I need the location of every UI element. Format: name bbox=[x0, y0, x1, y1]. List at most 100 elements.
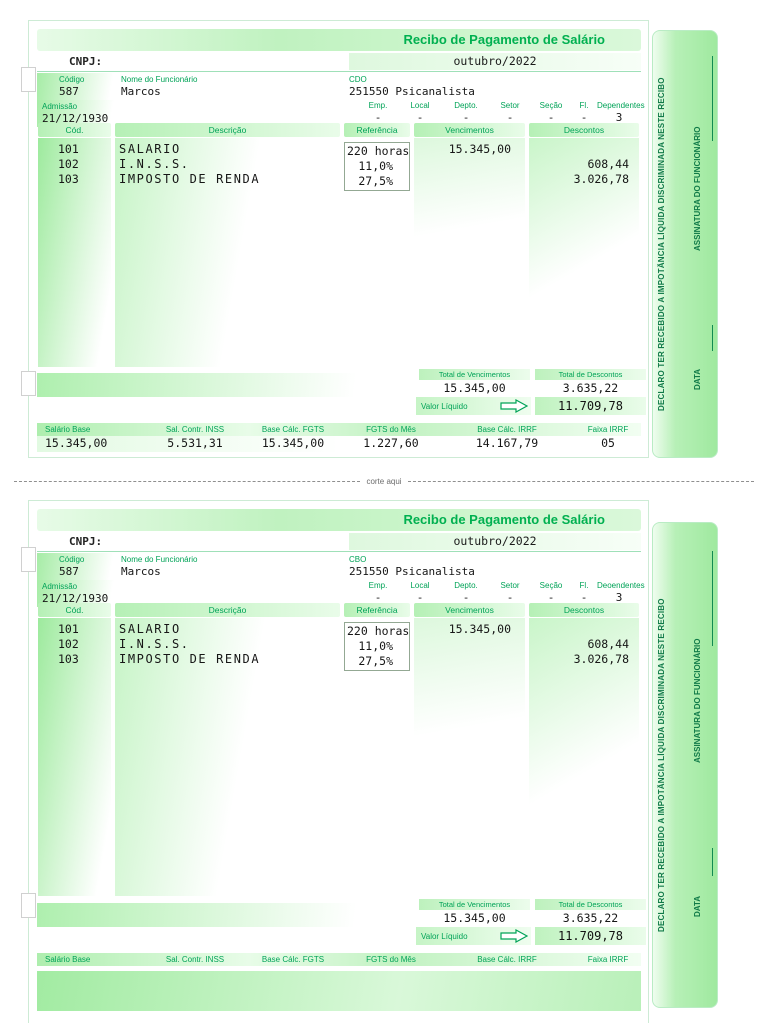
org-col-label: Dependentes bbox=[597, 101, 645, 110]
base-label: Base Cálc. IRRF bbox=[477, 425, 537, 434]
org-col-label: Emp. bbox=[368, 101, 388, 110]
column-vencimentos: 15.345,00 bbox=[414, 618, 525, 896]
total-descontos-box: Total de Descontos 3.635,22 bbox=[535, 899, 646, 925]
org-col-value: - bbox=[547, 111, 555, 124]
column-cod: 101 102 103 bbox=[38, 618, 111, 896]
bases-labels-row: Salário Base Sal. Contr. INSS Base Cálc.… bbox=[37, 953, 641, 966]
base-label: FGTS do Mês bbox=[366, 955, 416, 964]
column-referencia: 220 horas 11,0% 27,5% bbox=[344, 618, 410, 896]
cut-line: corte aqui bbox=[14, 477, 755, 486]
item-desconto: 608,44 bbox=[587, 157, 629, 171]
cbo-value: 251550 Psicanalista bbox=[349, 85, 475, 98]
org-col-value: - bbox=[462, 591, 470, 604]
total-vencimentos-label: Total de Vencimentos bbox=[419, 899, 530, 910]
org-col: Seção - bbox=[531, 581, 571, 607]
bases-footer: Salário Base Sal. Contr. INSS Base Cálc.… bbox=[37, 423, 641, 452]
col-header-referencia: Referência bbox=[344, 603, 410, 617]
item-cod: 103 bbox=[58, 172, 79, 186]
period-value: outubro/2022 bbox=[349, 53, 641, 70]
item-cod: 102 bbox=[58, 157, 79, 171]
bases-labels-row: Salário Base Sal. Contr. INSS Base Cálc.… bbox=[37, 423, 641, 436]
base-label: Base Cálc. FGTS bbox=[261, 955, 325, 964]
signature-line bbox=[712, 551, 713, 646]
receipt-title: Recibo de Pagamento de Salário bbox=[403, 32, 605, 47]
col-header-referencia: Referência bbox=[344, 123, 410, 137]
item-referencia: 11,0% bbox=[358, 159, 393, 173]
nome-cell: Nome do Funcionário Marcos bbox=[121, 555, 197, 578]
org-col: Setor - bbox=[489, 581, 531, 607]
items-table-header: Cód. Descrição Referência Vencimentos De… bbox=[38, 123, 641, 137]
item-desconto: 3.026,78 bbox=[573, 652, 629, 666]
org-col-value: - bbox=[580, 591, 588, 604]
admissao-value: 21/12/1930 bbox=[42, 112, 109, 125]
items-table-body: 101 102 103 SALARIO I.N.S.S. IMPOSTO DE … bbox=[38, 138, 641, 367]
base-value: 1.227,60 bbox=[363, 436, 419, 450]
cbo-label: CBO bbox=[349, 555, 367, 564]
total-descontos-value: 3.635,22 bbox=[562, 911, 619, 925]
item-vencimento: 15.345,00 bbox=[448, 622, 511, 636]
column-descricao: SALARIO I.N.S.S. IMPOSTO DE RENDA bbox=[115, 618, 340, 896]
org-col: Local - bbox=[397, 581, 443, 607]
receipt-title: Recibo de Pagamento de Salário bbox=[403, 512, 605, 527]
org-col-label: Emp. bbox=[368, 581, 388, 590]
codigo-value: 587 bbox=[59, 565, 79, 578]
employee-row: Código 587 Nome do Funcionário Marcos CD… bbox=[37, 73, 641, 100]
declaration-text: DECLARO TER RECEBIDO A IMPOTÂNCIA LÍQUID… bbox=[657, 77, 666, 411]
item-referencia: 27,5% bbox=[358, 654, 393, 668]
totals-filler bbox=[37, 373, 411, 397]
item-referencia: 220 horas bbox=[347, 624, 410, 638]
column-descontos: 608,44 3.026,78 bbox=[529, 618, 639, 896]
perforation-notch bbox=[21, 67, 36, 92]
cbo-cell: CBO 251550 Psicanalista bbox=[349, 555, 475, 578]
item-desconto bbox=[529, 622, 639, 637]
perforation-notch bbox=[21, 893, 36, 918]
date-label: DATA bbox=[693, 895, 702, 917]
item-vencimento bbox=[414, 157, 525, 172]
bases-values-row: 15.345,00 5.531,31 15.345,00 1.227,60 14… bbox=[37, 436, 641, 452]
org-col-label: Depto. bbox=[454, 581, 478, 590]
date-line bbox=[712, 848, 713, 876]
nome-label: Nome do Funcionário bbox=[121, 555, 198, 564]
org-col-value: 3 bbox=[615, 111, 623, 124]
base-value: 05 bbox=[601, 436, 615, 450]
bottom-green-band bbox=[37, 971, 641, 1011]
org-col: Deoendentes 3 bbox=[597, 581, 645, 607]
codigo-label: Código bbox=[59, 555, 85, 564]
cut-dash bbox=[14, 481, 361, 482]
cnpj-label: CNPJ: bbox=[69, 535, 103, 548]
org-col-label: Local bbox=[410, 581, 430, 590]
org-col-value: - bbox=[462, 111, 470, 124]
signature-label: ASSINATURA DO FUNCIONÁRIO bbox=[693, 126, 702, 251]
item-vencimento: 15.345,00 bbox=[448, 142, 511, 156]
title-band: Recibo de Pagamento de Salário bbox=[37, 509, 641, 531]
nome-cell: Nome do Funcionário Marcos bbox=[121, 75, 197, 98]
admissao-cell: Admissão 21/12/1930 bbox=[37, 580, 116, 607]
codigo-label: Código bbox=[59, 75, 85, 84]
cnpj-label: CNPJ: bbox=[69, 55, 103, 68]
nome-value: Marcos bbox=[121, 85, 161, 98]
codigo-cell: Código 587 bbox=[37, 553, 116, 580]
perforation-notch bbox=[21, 371, 36, 396]
signature-strip-1: DECLARO TER RECEBIDO A IMPOTÂNCIA LÍQUID… bbox=[652, 30, 718, 458]
employee-info: Código 587 Nome do Funcionário Marcos CD… bbox=[37, 71, 645, 127]
totals-filler bbox=[37, 903, 411, 927]
admissao-value: 21/12/1930 bbox=[42, 592, 109, 605]
org-col: Local - bbox=[397, 101, 443, 127]
org-col: Depto. - bbox=[443, 581, 489, 607]
item-desconto: 3.026,78 bbox=[573, 172, 629, 186]
valor-liquido-label: Valor Líquido bbox=[421, 401, 468, 411]
col-header-descontos: Descontos bbox=[529, 123, 639, 137]
org-col: Fl. - bbox=[571, 101, 597, 127]
column-cod: 101 102 103 bbox=[38, 138, 111, 367]
nome-label: Nome do Funcionário bbox=[121, 75, 198, 84]
item-descricao: I.N.S.S. bbox=[119, 157, 190, 171]
total-descontos-label: Total de Descontos bbox=[535, 369, 646, 380]
org-col-label: Fl. bbox=[579, 101, 589, 110]
cbo-value: 251550 Psicanalista bbox=[349, 565, 475, 578]
admissao-label: Admissão bbox=[42, 582, 78, 591]
col-header-descricao: Descrição bbox=[115, 123, 340, 137]
org-col-label: Fl. bbox=[579, 581, 589, 590]
total-vencimentos-label: Total de Vencimentos bbox=[419, 369, 530, 380]
nome-value: Marcos bbox=[121, 565, 161, 578]
org-columns: Emp. - Local - Depto. - Setor - Seção bbox=[359, 581, 645, 607]
